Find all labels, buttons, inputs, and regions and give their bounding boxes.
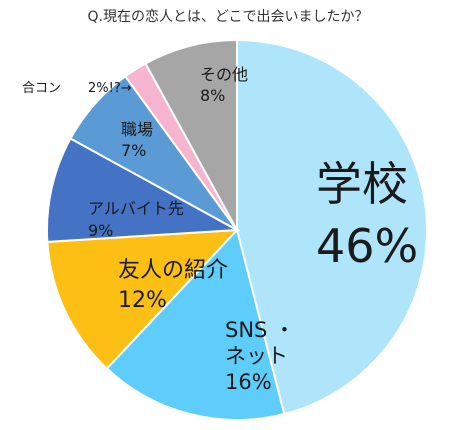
value-label-school: 46% [316,219,418,273]
slice-part-time-job [45,137,241,243]
category-label-part-time-job: アルバイト先 [88,199,184,218]
slice-school [236,38,428,416]
category-label-sns-net: ネット [225,344,288,368]
chart-title: Q.現在の恋人とは、どこで出会いましたか？ [87,8,368,25]
pie-slices [45,38,428,421]
category-label-workplace: 職場 [121,120,153,139]
category-label-sns-net: SNS ・ [225,318,295,342]
value-label-part-time-job: 9% [88,221,113,240]
category-label-group-date: 合コン [22,81,61,96]
slice-friend-intro [46,228,240,370]
value-label-workplace: 7% [121,141,146,160]
slice-sns-net [105,227,286,421]
slice-other [144,38,238,231]
value-label-other: 8% [200,86,225,105]
category-label-other: その他 [200,65,248,84]
value-label-group-date: 2%!?→ [88,81,132,96]
value-label-friend-intro: 12% [118,288,167,313]
category-label-school: 学校 [316,157,408,211]
category-label-friend-intro: 友人の紹介 [118,258,228,283]
value-label-sns-net: 16% [225,370,272,394]
